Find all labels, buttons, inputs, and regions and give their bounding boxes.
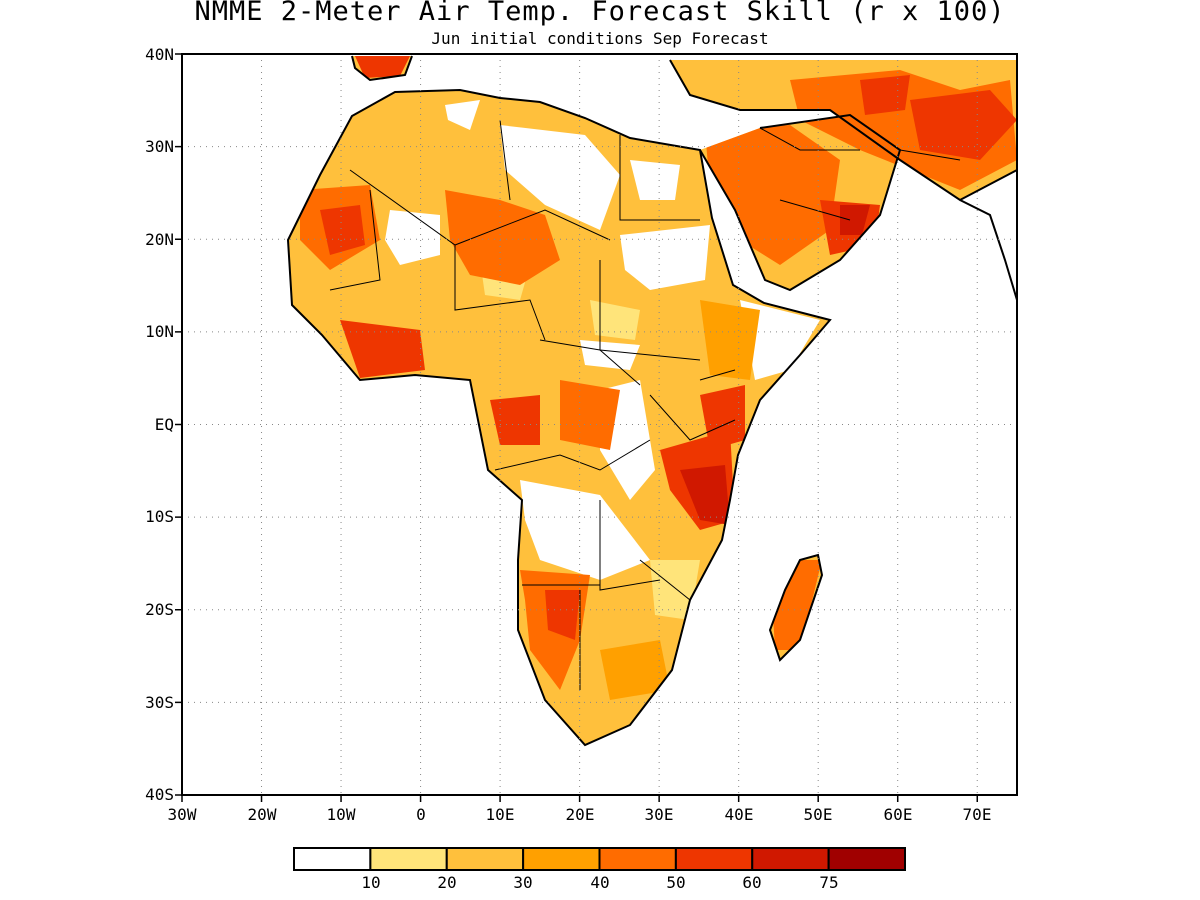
lon-label: 50E — [804, 805, 833, 824]
lat-label: 40S — [145, 785, 174, 804]
lon-label: 20E — [566, 805, 595, 824]
lat-label: 40N — [145, 45, 174, 64]
lon-label: 30W — [168, 805, 197, 824]
legend-label: 60 — [742, 873, 761, 892]
lon-label: 10W — [327, 805, 356, 824]
legend-color-box — [598, 847, 677, 871]
lat-label: 30S — [145, 693, 174, 712]
longitude-labels: 30W 20W 10W 0 10E 20E 30E 40E 50E 60E 70… — [168, 805, 992, 824]
legend-label: 40 — [590, 873, 609, 892]
legend-color-box — [369, 847, 448, 871]
lat-label: EQ — [155, 415, 174, 434]
legend-label: 50 — [666, 873, 685, 892]
legend-color-box — [674, 847, 754, 871]
lon-label: 20W — [248, 805, 277, 824]
map-subtitle: Jun initial conditions Sep Forecast — [431, 29, 769, 48]
axis-ticks — [175, 53, 978, 802]
lon-label: 70E — [963, 805, 992, 824]
lat-label: 10N — [145, 322, 174, 341]
legend-label: 75 — [819, 873, 838, 892]
map-title: NMME 2-Meter Air Temp. Forecast Skill (r… — [194, 0, 1006, 27]
color-legend: 10 20 30 40 50 60 75 — [293, 847, 906, 892]
coastlines — [286, 55, 1017, 747]
legend-color-box — [445, 847, 525, 871]
latitude-labels: 40N 30N 20N 10N EQ 10S 20S 30S 40S — [145, 45, 174, 804]
lat-label: 20S — [145, 600, 174, 619]
lat-label: 10S — [145, 507, 174, 526]
legend-label: 30 — [513, 873, 532, 892]
lon-label: 30E — [645, 805, 674, 824]
legend-label: 20 — [437, 873, 456, 892]
lon-label: 60E — [884, 805, 913, 824]
legend-color-box — [522, 847, 601, 871]
skill-field — [288, 56, 1017, 745]
lat-label: 30N — [145, 137, 174, 156]
lat-label: 20N — [145, 230, 174, 249]
lon-label: 40E — [725, 805, 754, 824]
legend-label: 10 — [361, 873, 380, 892]
legend-color-box — [751, 847, 830, 871]
country-borders — [329, 119, 961, 690]
legend-color-box — [293, 847, 372, 871]
lon-label: 0 — [416, 805, 426, 824]
legend-color-box — [827, 847, 906, 871]
lon-label: 10E — [486, 805, 515, 824]
